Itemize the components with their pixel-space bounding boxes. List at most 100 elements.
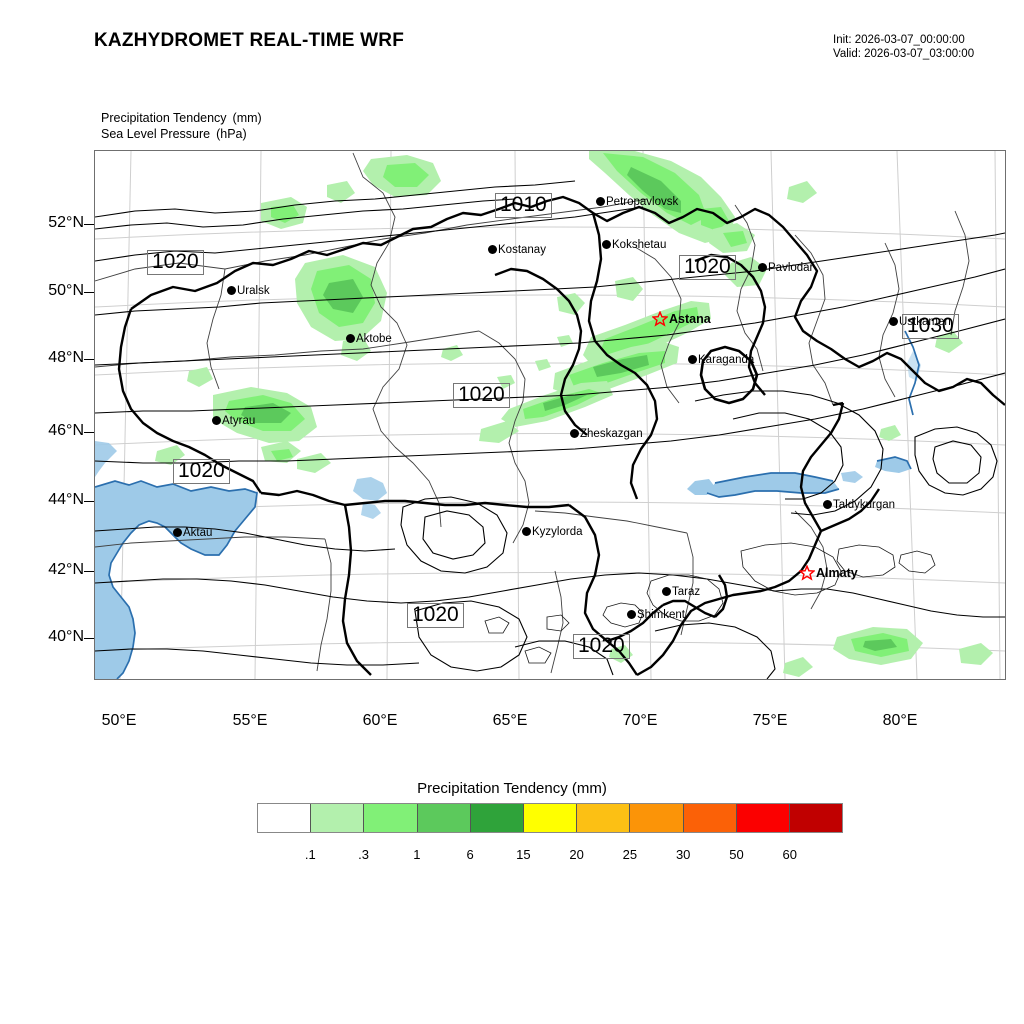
colorbar-tick-.1: .1 bbox=[304, 847, 316, 862]
city-name-label: Aktobe bbox=[356, 332, 392, 345]
city-marker-kyzylorda[interactable]: Kyzylorda bbox=[522, 523, 583, 541]
colorbar-tick-20: 20 bbox=[569, 847, 584, 862]
city-marker-kokshetau[interactable]: Kokshetau bbox=[602, 236, 666, 254]
caption-slp-unit: (hPa) bbox=[216, 127, 247, 141]
city-dot-icon bbox=[570, 429, 579, 439]
terrain-outlines bbox=[484, 542, 936, 664]
city-name-label: Taldykurgan bbox=[833, 498, 896, 511]
city-dot-icon bbox=[823, 500, 832, 510]
city-marker-atyrau[interactable]: Atyrau bbox=[212, 412, 255, 430]
city-dot-icon bbox=[758, 263, 767, 273]
city-name-label: Kokshetau bbox=[612, 238, 667, 251]
city-marker-aktobe[interactable]: Aktobe bbox=[346, 330, 392, 348]
city-name-label: Astana bbox=[669, 311, 711, 326]
city-marker-zheskazgan[interactable]: Zheskazgan bbox=[570, 425, 643, 443]
colorbar-segment-2 bbox=[364, 804, 418, 832]
city-name-label: Shimkent bbox=[637, 608, 685, 621]
lon-tick-label-75: 75°E bbox=[752, 712, 788, 729]
lon-tick-label-60: 60°E bbox=[362, 712, 398, 729]
lat-tick-label-42: 42°N bbox=[48, 561, 84, 578]
precipitation-shading bbox=[155, 151, 993, 677]
city-dot-icon bbox=[662, 587, 671, 597]
country-borders bbox=[117, 195, 1005, 677]
city-marker-ustkamen[interactable]: Ustkamen bbox=[889, 313, 951, 331]
city-name-label: Zheskazgan bbox=[580, 427, 643, 440]
city-marker-taldykurgan[interactable]: Taldykurgan bbox=[823, 496, 895, 514]
city-marker-almaty[interactable]: Almaty bbox=[798, 564, 858, 582]
isobar-label-1020-6: 1020 bbox=[407, 603, 464, 628]
city-marker-taraz[interactable]: Taraz bbox=[662, 583, 700, 601]
city-dot-icon bbox=[602, 240, 611, 250]
isobar-label-1020-2: 1020 bbox=[679, 255, 736, 280]
colorbar-segment-0 bbox=[258, 804, 312, 832]
city-marker-kostanay[interactable]: Kostanay bbox=[488, 241, 546, 259]
lon-tick-label-65: 65°E bbox=[492, 712, 528, 729]
city-dot-icon bbox=[346, 334, 355, 344]
colorbar-tick-.3: .3 bbox=[358, 847, 369, 862]
city-marker-pavlodar[interactable]: Pavlodar bbox=[758, 259, 813, 277]
city-dot-icon bbox=[227, 286, 236, 296]
colorbar-tick-15: 15 bbox=[516, 847, 531, 862]
caption-line-slp: Sea Level Pressure (hPa) bbox=[101, 126, 262, 142]
colorbar-tick-1: 1 bbox=[413, 847, 421, 862]
city-name-label: Uralsk bbox=[237, 284, 270, 297]
lat-tick-mark-40 bbox=[84, 638, 95, 639]
page-title: KAZHYDROMET REAL-TIME WRF bbox=[94, 30, 405, 51]
lat-tick-mark-52 bbox=[84, 224, 95, 225]
city-name-label: Ustkamen bbox=[899, 315, 951, 328]
colorbar-tick-25: 25 bbox=[622, 847, 638, 862]
colorbar-segment-8 bbox=[683, 804, 737, 832]
map-canvas[interactable]: Petropavlovsk Kostanay Kokshetau Pavlodar Ur… bbox=[94, 150, 1006, 680]
city-name-label: Pavlodar bbox=[768, 261, 814, 274]
city-dot-icon bbox=[488, 245, 497, 255]
colorbar-title: Precipitation Tendency (mm) bbox=[417, 780, 607, 797]
colorbar-segment-1 bbox=[311, 804, 365, 832]
capital-star-icon bbox=[798, 564, 816, 581]
city-marker-karaganda[interactable]: Karaganda bbox=[688, 351, 754, 369]
city-name-label: Petropavlovsk bbox=[606, 195, 679, 208]
city-marker-petropavlovsk[interactable]: Petropavlovsk bbox=[596, 193, 678, 211]
lat-tick-label-46: 46°N bbox=[48, 422, 84, 439]
colorbar-segment-3 bbox=[417, 804, 471, 832]
lon-tick-label-50: 50°E bbox=[101, 712, 137, 729]
lat-tick-mark-48 bbox=[84, 359, 95, 360]
lat-tick-label-52: 52°N bbox=[48, 214, 84, 231]
colorbar[interactable] bbox=[257, 803, 843, 833]
colorbar-segment-10 bbox=[789, 804, 843, 832]
city-name-label: Aktau bbox=[183, 526, 213, 539]
isobar-label-1030-3: 1030 bbox=[902, 314, 959, 339]
pressure-contours bbox=[95, 180, 1005, 679]
lat-tick-mark-46 bbox=[84, 432, 95, 433]
city-dot-icon bbox=[688, 355, 697, 365]
colorbar-tick-6: 6 bbox=[466, 847, 474, 862]
lat-tick-label-40: 40°N bbox=[48, 628, 84, 645]
isobar-label-1020-4: 1020 bbox=[453, 383, 510, 408]
city-marker-aktau[interactable]: Aktau bbox=[173, 524, 212, 542]
city-dot-icon bbox=[522, 527, 531, 537]
colorbar-tick-60: 60 bbox=[782, 847, 797, 862]
lat-tick-label-44: 44°N bbox=[48, 491, 84, 508]
city-dot-icon bbox=[596, 197, 605, 207]
city-name-label: Taraz bbox=[672, 585, 701, 598]
lon-tick-label-80: 80°E bbox=[882, 712, 918, 729]
city-name-label: Atyrau bbox=[222, 414, 256, 427]
city-marker-shimkent[interactable]: Shimkent bbox=[627, 606, 685, 624]
lat-tick-mark-44 bbox=[84, 501, 95, 502]
map-graphics bbox=[95, 151, 1005, 679]
city-marker-astana[interactable]: Astana bbox=[651, 310, 711, 328]
lat-tick-label-48: 48°N bbox=[48, 349, 84, 366]
lat-tick-label-50: 50°N bbox=[48, 282, 84, 299]
lon-tick-label-55: 55°E bbox=[232, 712, 268, 729]
caption-line-precip: Precipitation Tendency (mm) bbox=[101, 110, 262, 126]
init-time-label: Init: 2026-03-07_00:00:00 bbox=[833, 34, 965, 46]
field-caption: Precipitation Tendency (mm) Sea Level Pre… bbox=[101, 110, 262, 142]
colorbar-tick-50: 50 bbox=[729, 847, 744, 862]
city-marker-uralsk[interactable]: Uralsk bbox=[227, 282, 270, 300]
caption-precip-unit: (mm) bbox=[232, 111, 262, 125]
colorbar-segment-7 bbox=[630, 804, 684, 832]
colorbar-segment-6 bbox=[577, 804, 631, 832]
colorbar-tick-labels: .1 .3 1 6 15 20 25 30 50 60 bbox=[257, 847, 843, 867]
model-run-info: Init: 2026-03-07_00:00:00 Valid: 2026-03… bbox=[833, 34, 974, 61]
isobar-label-1020-5: 1020 bbox=[173, 459, 230, 484]
